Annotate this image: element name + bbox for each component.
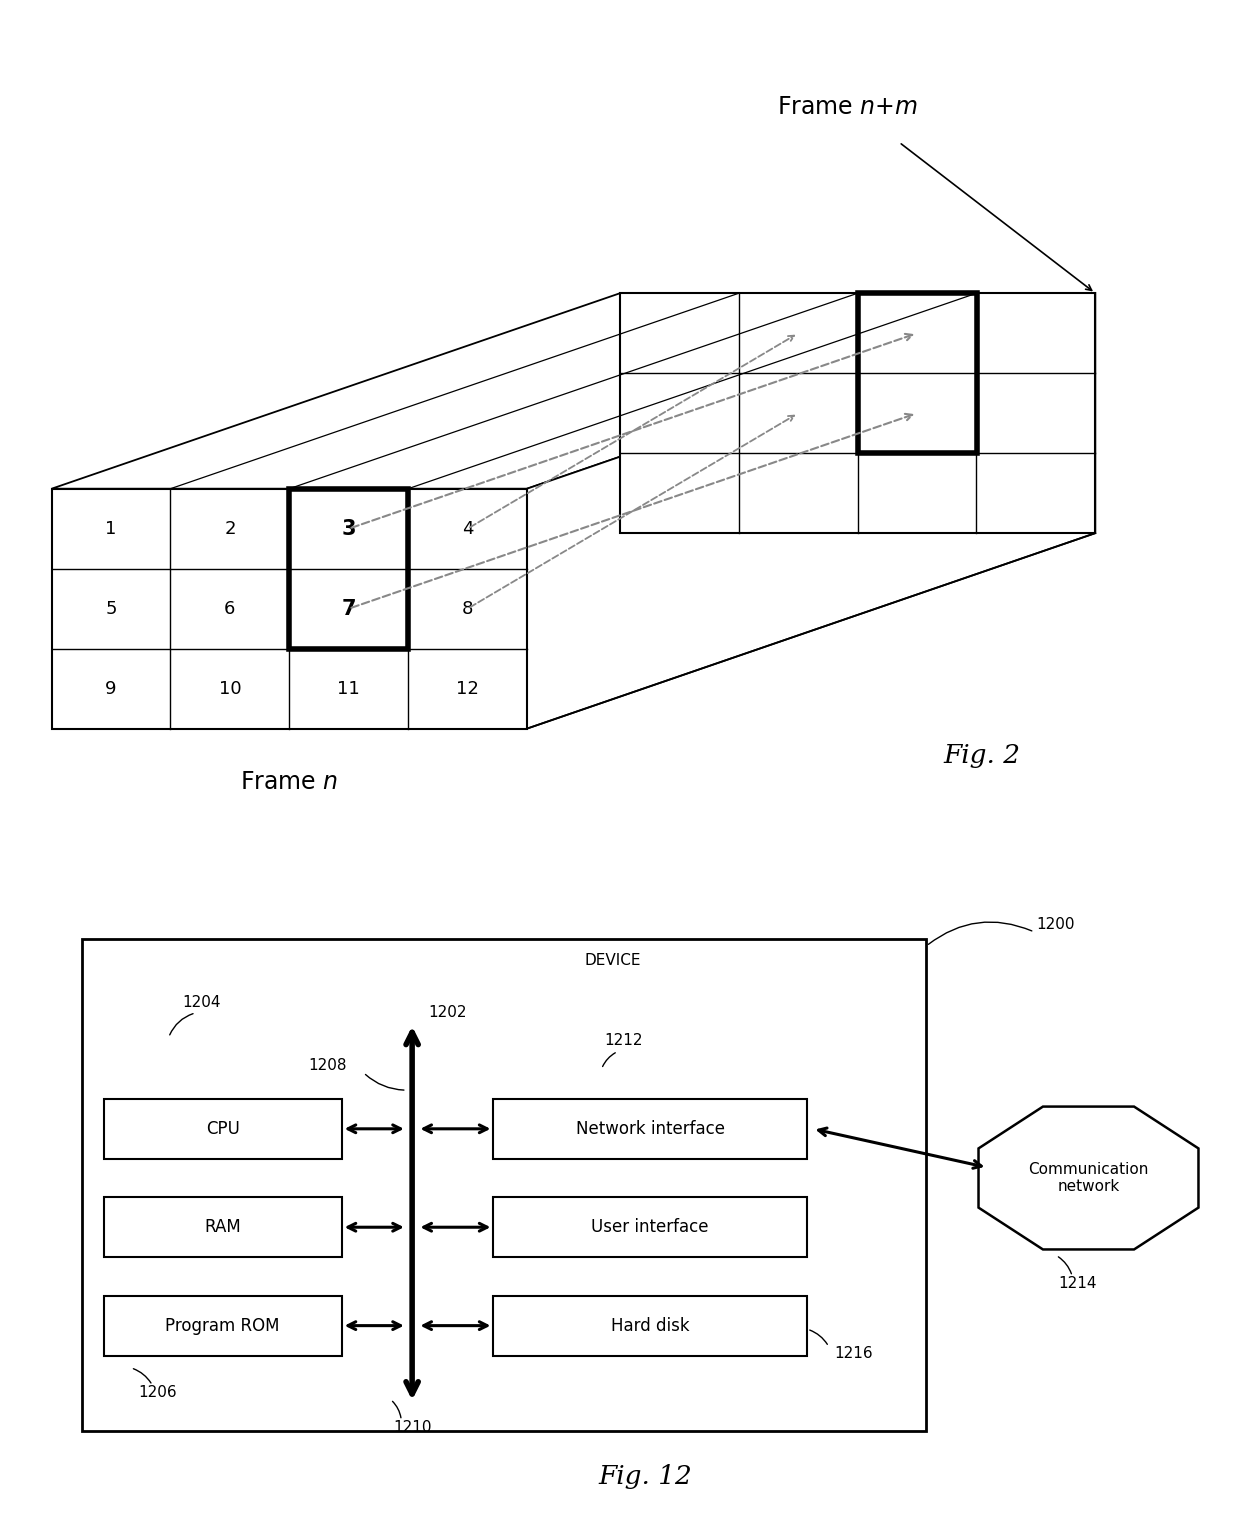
Text: Frame $n$+$m$: Frame $n$+$m$ (776, 95, 918, 118)
Bar (494, 1296, 807, 1356)
Text: CPU: CPU (206, 1120, 239, 1138)
Text: 1210: 1210 (393, 1420, 432, 1435)
Polygon shape (527, 293, 1095, 729)
Bar (104, 1198, 342, 1258)
Text: 6: 6 (224, 599, 236, 617)
Bar (82, 939, 926, 1431)
Bar (494, 1198, 807, 1258)
Bar (104, 1296, 342, 1356)
Text: 1: 1 (105, 519, 117, 538)
Text: Fig. 2: Fig. 2 (944, 743, 1021, 768)
Text: Communication
network: Communication network (1028, 1161, 1148, 1195)
Text: 9: 9 (105, 680, 117, 697)
Text: RAM: RAM (205, 1218, 241, 1236)
Bar (104, 1098, 342, 1158)
Text: 1204: 1204 (182, 994, 221, 1010)
Text: Network interface: Network interface (575, 1120, 724, 1138)
Text: 1200: 1200 (1037, 918, 1075, 933)
Text: 2: 2 (224, 519, 236, 538)
Polygon shape (620, 293, 1095, 533)
Bar (494, 1098, 807, 1158)
Text: 4: 4 (461, 519, 474, 538)
Bar (858, 293, 977, 453)
Text: 12: 12 (456, 680, 479, 697)
Text: 1214: 1214 (1059, 1276, 1097, 1291)
Text: Hard disk: Hard disk (611, 1316, 689, 1334)
Text: 7: 7 (341, 599, 356, 619)
Polygon shape (978, 1106, 1199, 1250)
Text: 10: 10 (218, 680, 242, 697)
Text: 1206: 1206 (139, 1385, 177, 1400)
Text: 5: 5 (105, 599, 117, 617)
Polygon shape (52, 293, 1095, 489)
Text: 3: 3 (341, 519, 356, 539)
Text: 8: 8 (461, 599, 474, 617)
Text: 1212: 1212 (604, 1034, 642, 1048)
Text: 1202: 1202 (428, 1005, 467, 1020)
Text: Program ROM: Program ROM (165, 1316, 280, 1334)
Text: Fig. 12: Fig. 12 (598, 1465, 692, 1489)
Bar (289, 489, 408, 648)
Polygon shape (52, 489, 527, 729)
Text: 1216: 1216 (835, 1347, 873, 1362)
Text: DEVICE: DEVICE (584, 953, 641, 968)
Text: 1208: 1208 (309, 1059, 347, 1072)
Text: User interface: User interface (591, 1218, 709, 1236)
Text: 11: 11 (337, 680, 360, 697)
Text: Frame $n$: Frame $n$ (241, 771, 339, 794)
